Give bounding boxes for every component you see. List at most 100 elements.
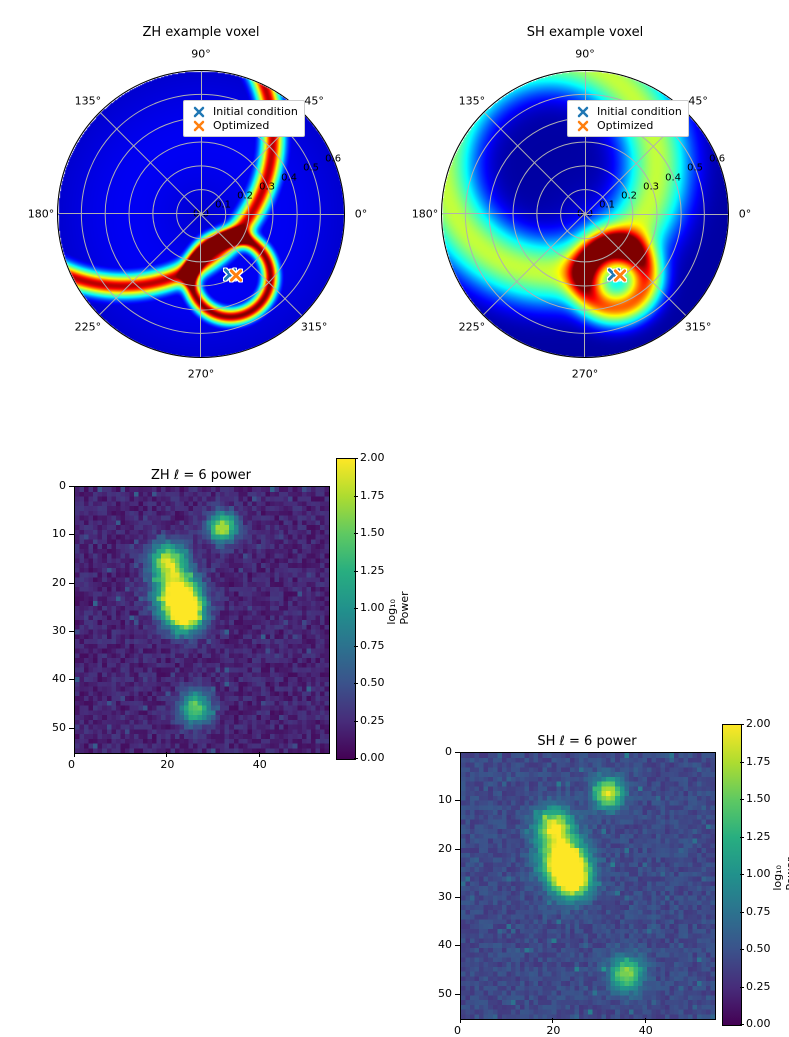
colorbar-tick — [354, 646, 358, 647]
heatmap-zh_pow-canvas — [74, 486, 330, 754]
polar-rlabel: 0.4 — [281, 172, 297, 183]
colorbar-tick — [740, 837, 744, 838]
colorbar-ticklabel: 0.75 — [360, 639, 385, 652]
legend: Initial condition Optimized — [567, 100, 689, 137]
legend-row: Optimized — [190, 119, 298, 132]
colorbar-tick — [354, 458, 358, 459]
polar-rlabel: 0.6 — [709, 154, 725, 165]
polar-theta-label: 180° — [412, 208, 439, 221]
polar-rlabel: 0.5 — [303, 163, 319, 174]
colorbar-tick — [354, 758, 358, 759]
ytick-label: 0 — [42, 479, 66, 492]
colorbar-tick — [740, 949, 744, 950]
ytick-label: 10 — [428, 793, 452, 806]
xtick-label: 0 — [454, 1024, 461, 1037]
polar-theta-label: 180° — [28, 208, 55, 221]
colorbar-label: log₁₀ Power — [771, 857, 789, 890]
colorbar-ticklabel: 1.75 — [746, 755, 771, 768]
ytick-label: 50 — [42, 721, 66, 734]
marker-optimized — [613, 268, 627, 287]
polar-rlabel: 0.3 — [643, 181, 659, 192]
xtick-label: 20 — [546, 1024, 560, 1037]
polar-theta-label: 135° — [459, 94, 486, 107]
polar-theta-label: 270° — [572, 368, 599, 381]
legend-label: Initial condition — [597, 105, 682, 118]
colorbar-tick — [740, 912, 744, 913]
ytick — [69, 631, 74, 632]
polar-rlabel: 0.4 — [665, 172, 681, 183]
legend-marker-icon — [574, 106, 592, 118]
polar-rlabel: 0.6 — [325, 154, 341, 165]
figure-root: ZH example voxel 0.0 0.1 0.2 0.3 0.4 0.5 0.6 0°… — [0, 0, 789, 777]
colorbar-ticklabel: 2.00 — [360, 451, 385, 464]
colorbar-ticklabel: 0.50 — [746, 942, 771, 955]
polar-theta-label: 225° — [459, 321, 486, 334]
colorbar-tick — [740, 724, 744, 725]
legend-row: Optimized — [574, 119, 682, 132]
xtick-label: 40 — [253, 758, 267, 771]
ytick-label: 20 — [428, 842, 452, 855]
colorbar-ticklabel: 1.50 — [360, 526, 385, 539]
polar-theta-label: 90° — [575, 48, 595, 61]
ytick — [69, 486, 74, 487]
polar-theta-label: 90° — [191, 48, 211, 61]
xtick — [74, 752, 75, 757]
marker-optimized — [229, 268, 243, 287]
legend-label: Optimized — [213, 119, 269, 132]
colorbar-ticklabel: 0.25 — [746, 980, 771, 993]
colorbar-tick — [354, 496, 358, 497]
polar-zh-title: ZH example voxel — [142, 25, 259, 40]
colorbar-tick — [354, 571, 358, 572]
colorbar-ticklabel: 1.75 — [360, 489, 385, 502]
polar-rlabel: 0.0 — [193, 209, 209, 220]
legend-label: Optimized — [597, 119, 653, 132]
ytick-label: 40 — [428, 938, 452, 951]
ytick — [69, 534, 74, 535]
heatmap-sh-title: SH ℓ = 6 power — [537, 734, 636, 749]
ytick — [455, 945, 460, 946]
colorbar-tick — [354, 608, 358, 609]
polar-theta-label: 0° — [355, 208, 368, 221]
xtick — [460, 1018, 461, 1023]
polar-rlabel: 0.1 — [599, 199, 615, 210]
colorbar-ticklabel: 1.50 — [746, 792, 771, 805]
colorbar-tick — [354, 721, 358, 722]
polar-theta-label: 315° — [301, 321, 328, 334]
heatmap-zh-panel: ZH ℓ = 6 power 02040010203040500.000.250… — [74, 486, 328, 752]
heatmap-sh-panel: SH ℓ = 6 power 02040010203040500.000.250… — [460, 752, 714, 1018]
legend-marker-icon — [190, 106, 208, 118]
xtick — [645, 1018, 646, 1023]
heatmap-sh_pow-canvas — [460, 752, 716, 1020]
colorbar-ticklabel: 2.00 — [746, 717, 771, 730]
polar-theta-label: 0° — [739, 208, 752, 221]
colorbar-tick — [740, 987, 744, 988]
xtick-label: 0 — [68, 758, 75, 771]
colorbar-ticklabel: 0.00 — [746, 1017, 771, 1030]
ytick-label: 40 — [42, 672, 66, 685]
legend-row: Initial condition — [574, 105, 682, 118]
ytick — [455, 849, 460, 850]
polar-theta-label: 135° — [75, 94, 102, 107]
ytick — [455, 994, 460, 995]
polar-rlabel: 0.1 — [215, 199, 231, 210]
polar-rlabel: 0.2 — [237, 190, 253, 201]
colorbar-ticklabel: 0.50 — [360, 676, 385, 689]
colorbar-ticklabel: 1.25 — [360, 564, 385, 577]
polar-rlabel: 0.0 — [577, 209, 593, 220]
colorbar-label: log₁₀ Power — [385, 591, 411, 624]
colorbar — [336, 458, 356, 760]
colorbar-ticklabel: 1.25 — [746, 830, 771, 843]
legend-row: Initial condition — [190, 105, 298, 118]
polar-rlabel: 0.2 — [621, 190, 637, 201]
ytick — [455, 800, 460, 801]
ytick-label: 30 — [42, 624, 66, 637]
colorbar-ticklabel: 0.00 — [360, 751, 385, 764]
legend-label: Initial condition — [213, 105, 298, 118]
colorbar-ticklabel: 1.00 — [746, 867, 771, 880]
xtick-label: 40 — [639, 1024, 653, 1037]
colorbar-ticklabel: 0.75 — [746, 905, 771, 918]
xtick — [166, 752, 167, 757]
heatmap-zh-title: ZH ℓ = 6 power — [151, 468, 251, 483]
ytick-label: 50 — [428, 987, 452, 1000]
ytick — [69, 679, 74, 680]
